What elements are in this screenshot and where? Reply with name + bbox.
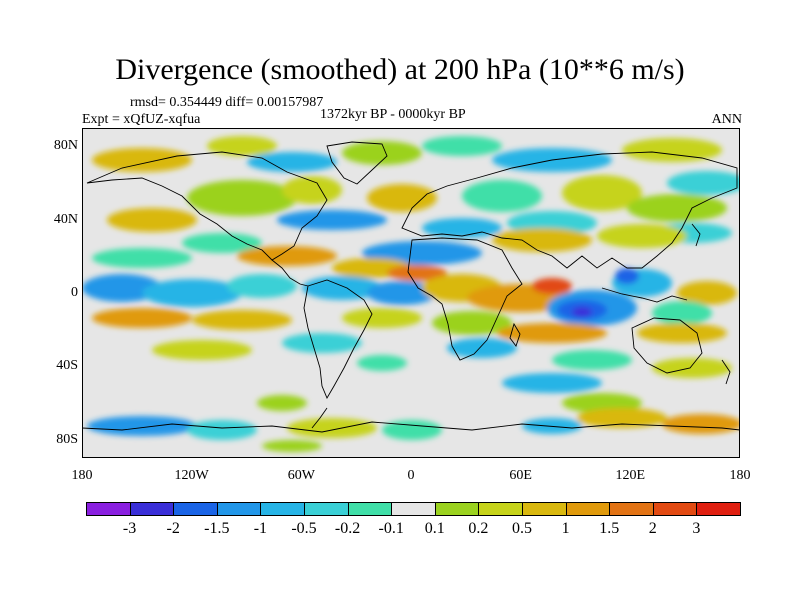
coast-central-america xyxy=(271,259,309,287)
coast-north-america xyxy=(86,151,328,261)
divergence-map xyxy=(82,128,740,458)
coast-south-america xyxy=(303,279,373,400)
period-label: 1372kyr BP - 0000kyr BP xyxy=(320,107,466,122)
colorbar-label: -0.2 xyxy=(334,520,361,537)
experiment-label: Expt = xQfUZ-xqfua xyxy=(82,112,201,127)
colorbar-swatch xyxy=(86,502,131,516)
rmsd-diff-label: rmsd= 0.354449 diff= 0.00157987 xyxy=(130,95,324,110)
coast-new-zealand xyxy=(721,359,731,385)
colorbar-swatch xyxy=(347,502,393,516)
colorbar-swatch xyxy=(652,502,698,516)
colorbar-label: -3 xyxy=(122,520,137,537)
lon-tick-label: 60W xyxy=(287,468,315,483)
lon-tick-label: 120W xyxy=(174,468,209,483)
coast-indonesia xyxy=(601,287,688,303)
coast-antarctica xyxy=(82,421,740,433)
colorbar-label: 1 xyxy=(561,520,570,537)
colorbar-swatch xyxy=(391,502,436,516)
coast-madagascar xyxy=(509,322,521,347)
lon-tick-label: 0 xyxy=(407,468,415,483)
map-canvas xyxy=(82,128,740,458)
lat-tick-label: 40S xyxy=(56,358,78,374)
colorbar-label: 0.2 xyxy=(468,520,489,537)
figure-title: Divergence (smoothed) at 200 hPa (10**6 … xyxy=(115,53,685,86)
colorbar-swatch xyxy=(522,502,567,516)
coast-eurasia xyxy=(401,151,738,269)
coastlines xyxy=(82,141,740,433)
lat-tick-label: 40N xyxy=(53,211,78,227)
colorbar-swatch xyxy=(434,502,480,516)
colorbar-label: -2 xyxy=(166,520,180,537)
lon-tick-label: 180 xyxy=(729,468,751,483)
lon-tick-label: 180 xyxy=(71,468,93,483)
lon-tick-label: 60E xyxy=(509,468,532,483)
colorbar-label: 2 xyxy=(648,520,657,537)
colorbar-swatch xyxy=(609,502,654,516)
colorbar xyxy=(86,502,741,516)
colorbar-label: -1.5 xyxy=(204,520,230,537)
colorbar-label: -1 xyxy=(253,520,268,537)
colorbar-swatch xyxy=(216,502,262,516)
coast-australia xyxy=(631,317,703,374)
colorbar-label: -0.5 xyxy=(291,520,317,537)
colorbar-swatch xyxy=(478,502,523,516)
lat-tick-label: 80S xyxy=(56,431,78,447)
season-label: ANN xyxy=(711,112,742,127)
coast-japan xyxy=(691,223,701,247)
colorbar-label: 0.5 xyxy=(512,520,532,537)
colorbar-swatch xyxy=(696,502,741,516)
colorbar-label: -0.1 xyxy=(378,520,404,537)
lat-tick-label: 80N xyxy=(53,138,78,154)
colorbar-swatch xyxy=(565,502,611,516)
colorbar-label: 0.1 xyxy=(424,520,445,537)
colorbar-swatch xyxy=(304,502,349,516)
colorbar-swatch xyxy=(173,502,218,516)
lon-tick-label: 120E xyxy=(615,468,646,483)
lat-tick-label: 0 xyxy=(71,285,78,300)
colorbar-label: 3 xyxy=(692,520,701,537)
colorbar-swatch xyxy=(129,502,175,516)
coast-africa xyxy=(407,237,523,361)
colorbar-swatch xyxy=(260,502,305,516)
coast-greenland xyxy=(326,141,388,185)
coast-antarctic-peninsula xyxy=(311,407,328,429)
colorbar-label: 1.5 xyxy=(599,520,620,537)
